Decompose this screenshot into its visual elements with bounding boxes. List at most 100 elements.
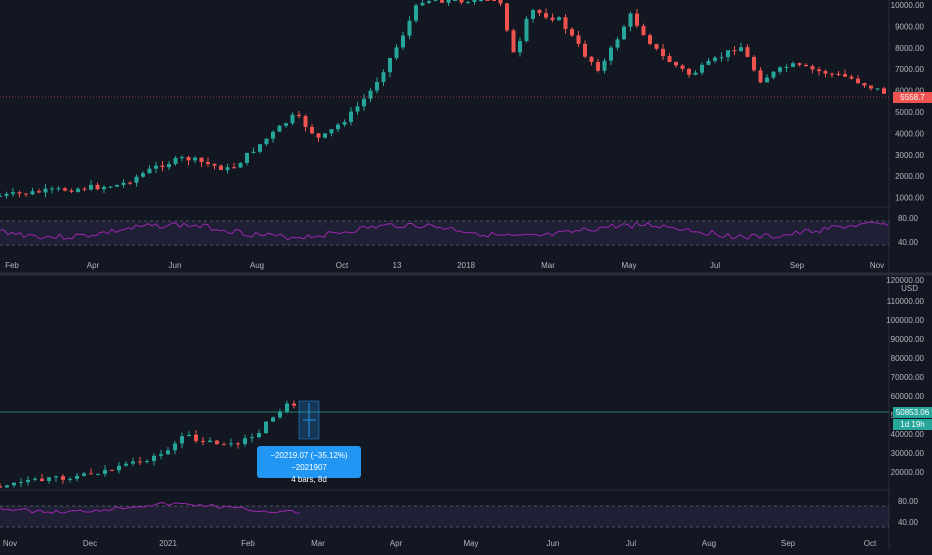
top-candle-body	[609, 47, 613, 61]
bottom-candle-body	[250, 437, 254, 439]
top-candle-body	[804, 64, 808, 67]
bottom-candle-body	[54, 476, 58, 478]
bottom-price-tick: 20000.00	[891, 468, 925, 477]
top-candle-body	[628, 13, 633, 27]
top-candle-body	[882, 88, 886, 94]
top-candle-body	[349, 111, 353, 123]
top-time-tick: Nov	[870, 261, 884, 270]
top-candle-body	[160, 165, 165, 168]
top-candle-body	[479, 0, 483, 1]
top-candle-body	[758, 70, 763, 83]
top-candle-body	[251, 151, 256, 153]
top-candle-body	[186, 157, 191, 161]
top-candle-body	[706, 60, 711, 65]
top-candle-body	[433, 0, 438, 2]
top-price-tick: 5000.00	[895, 108, 924, 117]
bottom-price-tick: 90000.00	[891, 335, 925, 344]
bottom-candle-body	[5, 485, 9, 488]
top-time-tick: Feb	[5, 261, 19, 270]
top-candle-body	[830, 73, 834, 75]
top-candle-body	[323, 133, 327, 138]
top-candle-body	[778, 67, 782, 72]
top-candle-body	[570, 29, 574, 36]
bottom-candle-body	[278, 411, 282, 418]
top-candle-body	[466, 1, 470, 3]
top-candle-body	[355, 106, 360, 112]
top-candle-body	[557, 17, 561, 21]
top-candle-body	[394, 47, 399, 59]
top-candle-body	[154, 165, 158, 169]
top-candle-body	[810, 66, 815, 70]
bottom-candle-body	[215, 440, 219, 445]
top-candle-body	[381, 72, 386, 82]
top-candle-body	[875, 88, 880, 90]
top-candle-body	[108, 186, 113, 188]
top-candle-body	[82, 188, 87, 190]
bottom-time-tick: May	[463, 539, 478, 548]
top-candle-body	[596, 62, 600, 71]
bottom-candle-body	[68, 478, 72, 480]
top-candle-body	[206, 162, 210, 164]
top-candle-body	[303, 116, 308, 127]
top-candle-body	[667, 56, 672, 63]
top-time-tick: Aug	[250, 261, 264, 270]
bottom-time-tick: Oct	[864, 539, 877, 548]
top-candle-body	[76, 188, 80, 192]
top-candle-body	[147, 168, 152, 174]
top-candle-body	[576, 35, 581, 44]
top-candle-body	[687, 68, 691, 75]
bottom-candle-body	[271, 417, 275, 422]
top-candle-body	[368, 90, 373, 99]
top-candle-body	[511, 30, 516, 53]
bottom-candle-body	[124, 463, 128, 466]
bottom-time-tick: Mar	[311, 539, 325, 548]
bottom-rsi-tick: 80.00	[898, 497, 919, 506]
bottom-candle-body	[236, 443, 240, 445]
top-candle-body	[797, 63, 802, 65]
top-candle-body	[362, 98, 366, 107]
top-time-tick: 13	[393, 261, 402, 270]
bottom-candle-body	[89, 473, 93, 475]
top-candle-body	[56, 188, 61, 190]
bottom-time-tick: Apr	[390, 539, 403, 548]
top-candle-body	[89, 184, 93, 190]
top-candle-body	[791, 63, 795, 67]
top-candle-body	[193, 157, 197, 161]
bottom-time-tick: Aug	[702, 539, 716, 548]
top-candle-body	[680, 65, 685, 69]
top-candle-body	[427, 1, 431, 3]
top-price-tick: 2000.00	[895, 172, 924, 181]
top-price-tick: 4000.00	[895, 129, 924, 138]
top-candle-body	[843, 74, 847, 77]
top-price-tick: 10000.00	[891, 1, 925, 10]
bottom-time-tick: Dec	[83, 539, 97, 548]
bottom-candle-body	[180, 436, 184, 444]
top-candle-body	[290, 114, 295, 124]
top-candle-body	[134, 176, 139, 183]
top-candle-body	[784, 66, 789, 68]
top-candle-body	[128, 182, 132, 184]
top-time-tick: Apr	[87, 261, 100, 270]
bottom-candle-body	[75, 475, 79, 479]
top-candle-body	[726, 50, 730, 58]
top-candle-body	[648, 35, 652, 44]
top-candle-body	[336, 124, 340, 130]
top-candle-body	[199, 157, 204, 163]
bottom-candle-body	[19, 482, 23, 484]
bottom-price-tick: 70000.00	[891, 373, 925, 382]
top-candle-body	[849, 76, 854, 79]
top-candle-body	[446, 0, 451, 3]
top-candle-body	[264, 138, 269, 145]
top-price-tick: 8000.00	[895, 44, 924, 53]
top-candle-body	[297, 114, 301, 117]
top-candle-body	[732, 50, 737, 52]
bottom-candle-body	[285, 403, 289, 412]
top-candle-body	[674, 62, 678, 66]
top-candle-body	[752, 56, 756, 71]
bottom-candle-body	[82, 473, 86, 476]
top-candle-body	[739, 47, 743, 52]
top-candle-body	[329, 129, 334, 134]
top-price-tick: 3000.00	[895, 151, 924, 160]
